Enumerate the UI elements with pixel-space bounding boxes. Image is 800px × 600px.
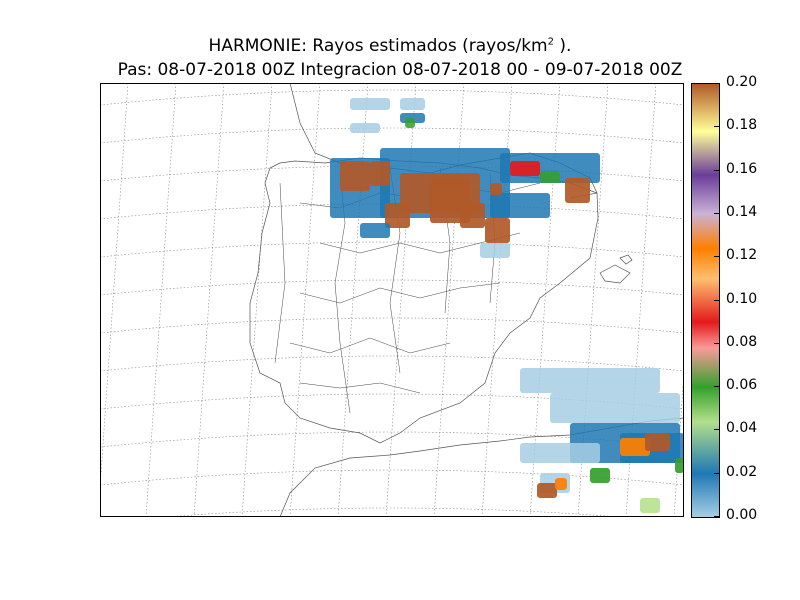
colorbar-tick-label: 0.14 bbox=[726, 203, 758, 220]
colorbar-tick-mark bbox=[714, 212, 719, 214]
meridian bbox=[577, 83, 609, 517]
lightning-cell bbox=[340, 161, 370, 191]
colorbar-tick-mark bbox=[714, 83, 719, 84]
lightning-cell bbox=[400, 98, 425, 110]
parallel bbox=[100, 127, 684, 144]
colorbar-tick-label: 0.12 bbox=[726, 247, 758, 264]
meridian bbox=[241, 83, 273, 517]
colorbar-tick-label: 0.00 bbox=[726, 507, 758, 523]
lightning-cell bbox=[460, 203, 485, 228]
lightning-cell bbox=[350, 98, 390, 110]
meridian bbox=[100, 83, 129, 493]
meridian bbox=[481, 83, 513, 517]
lightning-cell bbox=[490, 183, 502, 195]
colorbar-tick-mark bbox=[714, 126, 719, 128]
map-plot bbox=[100, 83, 684, 517]
meridian bbox=[337, 83, 369, 517]
colorbar-tick-label: 0.10 bbox=[726, 290, 758, 307]
meridian bbox=[145, 83, 177, 517]
lightning-cell bbox=[485, 218, 510, 243]
colorbar-tick-mark bbox=[714, 256, 719, 258]
colorbar-tick-mark bbox=[714, 342, 719, 344]
meridian bbox=[433, 83, 465, 517]
lightning-cell bbox=[640, 498, 660, 513]
lightning-cell bbox=[520, 368, 660, 393]
lightning-cell bbox=[550, 393, 680, 423]
colorbar-tick-label: 0.02 bbox=[726, 463, 758, 480]
lightning-cell bbox=[455, 183, 470, 198]
colorbar-tick-label: 0.16 bbox=[726, 160, 758, 177]
colorbar-tick-mark bbox=[714, 429, 719, 431]
lightning-cell bbox=[350, 123, 380, 133]
colorbar-tick-label: 0.20 bbox=[726, 74, 758, 90]
lightning-cell bbox=[510, 161, 540, 176]
lightning-cell bbox=[385, 203, 410, 228]
lightning-cell bbox=[480, 243, 510, 258]
colorbar-tick-label: 0.18 bbox=[726, 117, 758, 134]
lightning-cell bbox=[590, 468, 610, 483]
lightning-cell bbox=[490, 193, 550, 218]
meridian bbox=[193, 83, 225, 517]
lightning-cell bbox=[370, 161, 390, 186]
meridian bbox=[289, 83, 321, 517]
lightning-cell bbox=[540, 171, 560, 183]
lightning-cell bbox=[405, 118, 415, 128]
plot-frame bbox=[100, 83, 684, 517]
colorbar-tick-mark bbox=[714, 386, 719, 388]
chart-subtitle: Pas: 08-07-2018 00Z Integracion 08-07-20… bbox=[117, 60, 683, 80]
graticule bbox=[100, 83, 684, 517]
colorbar-tick-mark bbox=[714, 472, 719, 474]
meridian bbox=[529, 83, 561, 517]
lightning-cell bbox=[645, 433, 670, 451]
balearic-islands bbox=[599, 254, 633, 284]
colorbar-tick-mark bbox=[714, 169, 719, 171]
colorbar-tick-label: 0.04 bbox=[726, 420, 758, 437]
lightning-cell bbox=[675, 458, 684, 473]
chart-title: HARMONIE: Rayos estimados (rayos/km2 ). bbox=[208, 36, 572, 56]
colorbar-tick-label: 0.08 bbox=[726, 333, 758, 350]
colorbar bbox=[691, 83, 720, 518]
meridian bbox=[625, 83, 657, 517]
parallel bbox=[162, 507, 622, 517]
lightning-cell bbox=[620, 438, 650, 456]
lightning-cell bbox=[555, 478, 567, 490]
lightning-cell bbox=[537, 483, 557, 498]
lightning-cell bbox=[565, 178, 590, 203]
lightning-cell bbox=[520, 443, 600, 463]
colorbar-tick-mark bbox=[714, 516, 719, 517]
lightning-density-cells bbox=[330, 98, 684, 513]
colorbar-tick-label: 0.06 bbox=[726, 377, 758, 394]
lightning-cell bbox=[360, 223, 390, 238]
parallel bbox=[100, 89, 684, 106]
meridian bbox=[385, 83, 417, 517]
colorbar-tick-mark bbox=[714, 299, 719, 301]
parallel bbox=[100, 317, 684, 334]
